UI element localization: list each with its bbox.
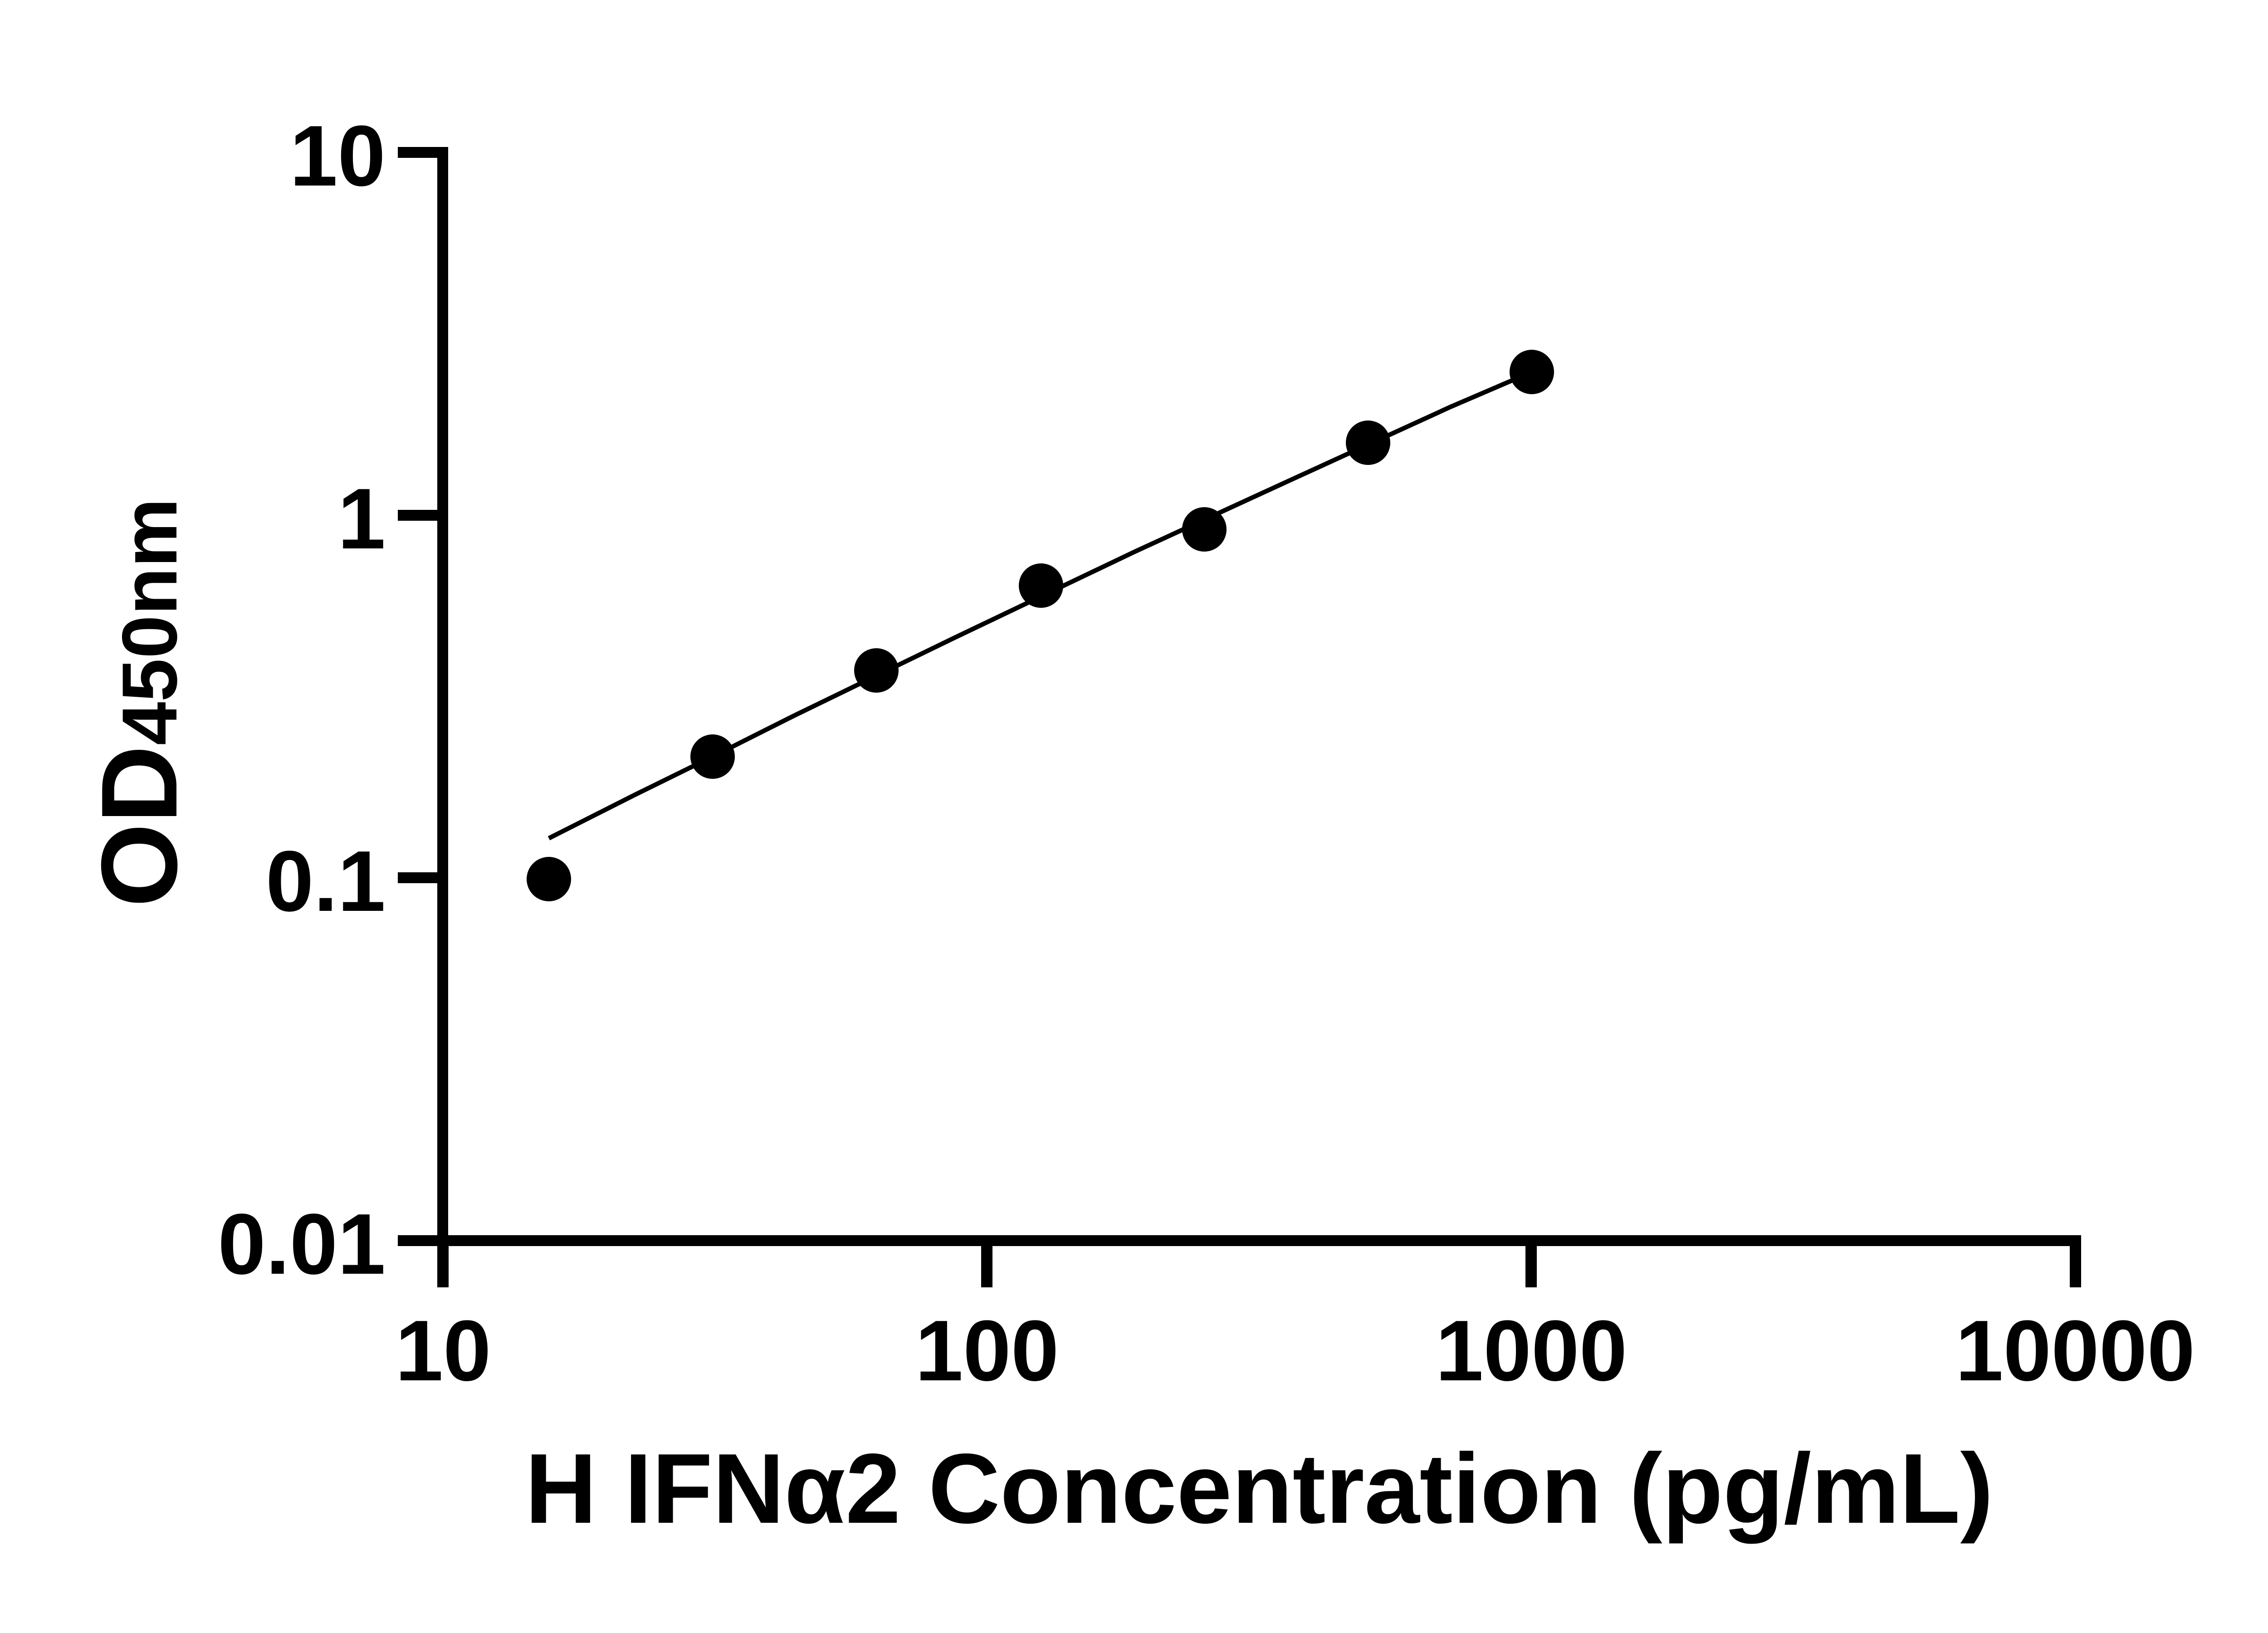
svg-text:0.01: 0.01: [218, 1196, 386, 1292]
svg-text:100: 100: [915, 1303, 1059, 1399]
svg-text:10: 10: [290, 108, 386, 204]
svg-text:1000: 1000: [1436, 1303, 1628, 1399]
svg-text:0.1: 0.1: [266, 833, 386, 929]
svg-text:H IFNα2 Concentration (pg/mL): H IFNα2 Concentration (pg/mL): [525, 1433, 1994, 1544]
svg-text:10000: 10000: [1955, 1303, 2195, 1399]
svg-text:1: 1: [337, 471, 386, 567]
svg-text:10: 10: [395, 1303, 491, 1399]
